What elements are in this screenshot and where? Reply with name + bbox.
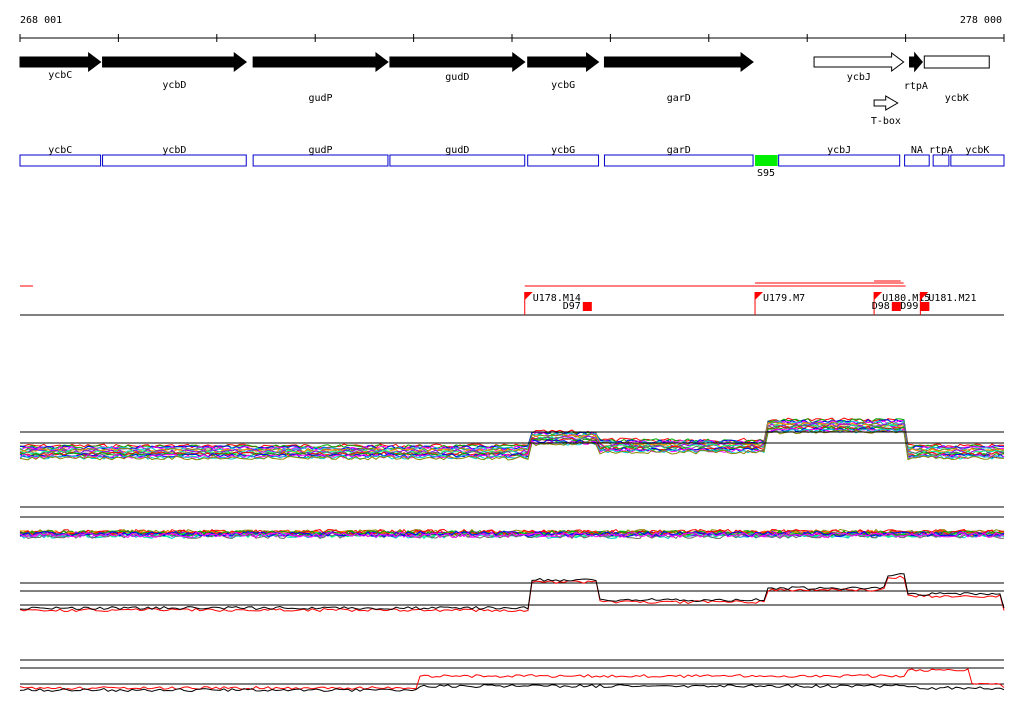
gene-label: T-box — [871, 116, 901, 127]
gene-label: ycbD — [162, 80, 186, 91]
upshift-flag — [524, 292, 533, 300]
segment-label: S95 — [757, 168, 775, 179]
gene-arrow-gudp — [252, 52, 389, 72]
gene-track: ycbC ycbD gudP gudD ycbG garD ycbJ T-box rtpA ycb… — [19, 51, 990, 127]
gene-arrow-t-box — [873, 95, 899, 111]
profile-trace — [19, 429, 1005, 461]
downshift-label: D98 — [872, 301, 890, 312]
profile-trace — [19, 530, 1005, 538]
gene-arrow-ycbc — [19, 52, 102, 72]
gene-label: rtpA — [904, 81, 928, 92]
expression-profile-panels — [19, 417, 1005, 693]
operon-label: gudD — [445, 145, 469, 156]
operon-box — [932, 154, 950, 167]
operon-box — [19, 154, 102, 167]
operon-box — [389, 154, 526, 167]
upshift-label: U181.M21 — [928, 293, 976, 304]
downshift-label: D97 — [563, 301, 581, 312]
operon-label: ycbC — [48, 145, 72, 156]
operon-label: gudP — [308, 145, 332, 156]
gene-label: ycbK — [945, 93, 969, 104]
operon-box — [102, 154, 247, 167]
operon-label: ycbK — [965, 145, 989, 156]
gene-arrow-ycbj — [813, 52, 905, 72]
upshift-flag — [874, 292, 883, 300]
operon-label: ycbG — [551, 145, 575, 156]
operon-box — [527, 154, 600, 167]
gene-label: ycbJ — [847, 72, 871, 83]
upshift-flag — [920, 292, 929, 300]
coordinate-ruler — [19, 34, 1005, 42]
gene-arrow-rtpa — [909, 51, 923, 73]
profile-trace — [19, 425, 1005, 457]
profile-trace — [19, 420, 1005, 452]
gene-arrow-gard — [603, 52, 754, 72]
gene-arrow-gudd — [389, 52, 526, 72]
operon-box — [778, 154, 901, 167]
upshift-label: U180.M15 — [882, 293, 930, 304]
profile-trace — [19, 668, 1005, 691]
profile-trace — [19, 575, 1005, 613]
downshift-marker — [582, 302, 592, 311]
coordinate-end-label: 278 000 — [960, 15, 1002, 26]
upshift-label: U178.M14 — [533, 293, 581, 304]
upshift-label: U179.M7 — [763, 293, 805, 304]
downshift-marker — [920, 302, 930, 311]
downshift-label: D99 — [900, 301, 918, 312]
gene-label: gudD — [445, 72, 469, 83]
operon-label: NA — [911, 145, 923, 156]
gene-box-ycbk — [923, 55, 990, 69]
gene-label: ycbG — [551, 80, 575, 91]
gene-arrow-ycbg — [527, 52, 600, 72]
operon-track: ycbC ycbD gudP gudD ycbG garD ycbJ NA rtpA ycbK S9… — [19, 145, 1005, 179]
operon-label: garD — [667, 145, 691, 156]
gene-label: gudP — [308, 93, 332, 104]
operon-box — [950, 154, 1005, 167]
segment-block — [755, 155, 778, 166]
operon-box — [252, 154, 389, 167]
gene-label: ycbC — [48, 70, 72, 81]
profile-trace — [19, 531, 1005, 539]
upshift-flag — [755, 292, 764, 300]
profile-trace — [19, 427, 1005, 459]
coordinate-start-label: 268 001 — [20, 15, 62, 26]
downshift-marker — [891, 302, 901, 311]
profile-trace — [19, 573, 1005, 611]
operon-label: rtpA — [929, 145, 953, 156]
operon-label: ycbD — [162, 145, 186, 156]
gene-label: garD — [667, 93, 691, 104]
operon-box — [603, 154, 754, 167]
profile-trace — [19, 419, 1004, 452]
profile-trace — [19, 683, 1005, 693]
operon-label: ycbJ — [827, 145, 851, 156]
gene-arrow-ycbd — [102, 52, 248, 72]
operon-box — [904, 154, 930, 167]
